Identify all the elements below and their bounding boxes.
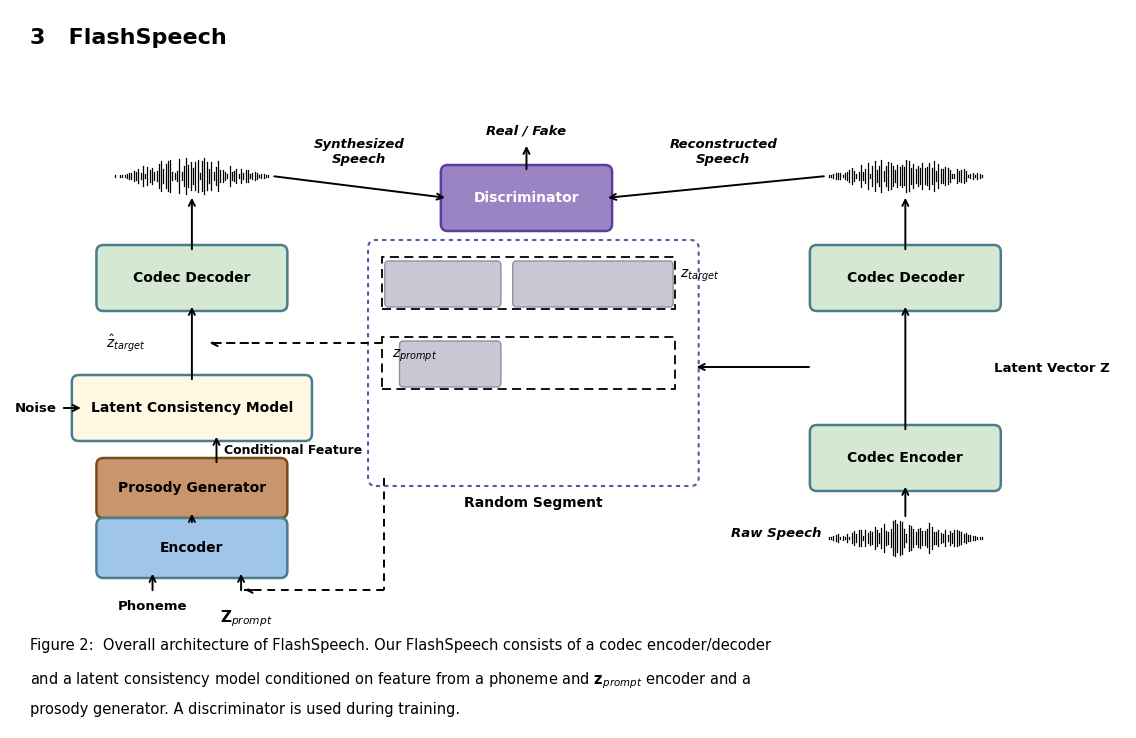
FancyBboxPatch shape [97, 518, 287, 578]
Text: Noise: Noise [15, 401, 57, 415]
Text: Raw Speech: Raw Speech [732, 528, 821, 540]
Text: Conditional Feature: Conditional Feature [225, 444, 362, 457]
Text: Figure 2:  Overall architecture of FlashSpeech. Our FlashSpeech consists of a co: Figure 2: Overall architecture of FlashS… [30, 638, 770, 653]
FancyBboxPatch shape [97, 458, 287, 518]
Text: Latent Consistency Model: Latent Consistency Model [91, 401, 293, 415]
Text: Phoneme: Phoneme [118, 600, 187, 613]
FancyBboxPatch shape [810, 245, 1001, 311]
FancyBboxPatch shape [400, 341, 501, 387]
Text: Encoder: Encoder [160, 541, 224, 555]
Text: Codec Decoder: Codec Decoder [133, 271, 251, 285]
Text: Reconstructed
Speech: Reconstructed Speech [669, 138, 777, 166]
Text: Random Segment: Random Segment [463, 496, 603, 510]
Text: Discriminator: Discriminator [474, 191, 579, 205]
Text: Codec Decoder: Codec Decoder [846, 271, 964, 285]
Text: $z_{target}$: $z_{target}$ [680, 268, 719, 284]
FancyBboxPatch shape [810, 425, 1001, 491]
Text: Codec Encoder: Codec Encoder [847, 451, 963, 465]
FancyBboxPatch shape [512, 261, 674, 307]
Text: 3   FlashSpeech: 3 FlashSpeech [30, 28, 226, 48]
Text: $z_{prompt}$: $z_{prompt}$ [392, 348, 437, 364]
FancyBboxPatch shape [97, 245, 287, 311]
FancyBboxPatch shape [441, 165, 612, 231]
Text: and a latent consistency model conditioned on feature from a phoneme and $\mathb: and a latent consistency model condition… [30, 670, 751, 691]
Text: $\mathbf{Z}_{prompt}$: $\mathbf{Z}_{prompt}$ [219, 608, 273, 629]
Text: Real / Fake: Real / Fake [486, 125, 567, 138]
Text: Synthesized
Speech: Synthesized Speech [314, 138, 404, 166]
Text: Prosody Generator: Prosody Generator [118, 481, 266, 495]
FancyBboxPatch shape [72, 375, 312, 441]
Text: prosody generator. A discriminator is used during training.: prosody generator. A discriminator is us… [30, 702, 460, 717]
Text: Latent Vector Z: Latent Vector Z [994, 362, 1110, 374]
Text: $\hat{z}_{target}$: $\hat{z}_{target}$ [106, 332, 145, 354]
FancyBboxPatch shape [385, 261, 501, 307]
